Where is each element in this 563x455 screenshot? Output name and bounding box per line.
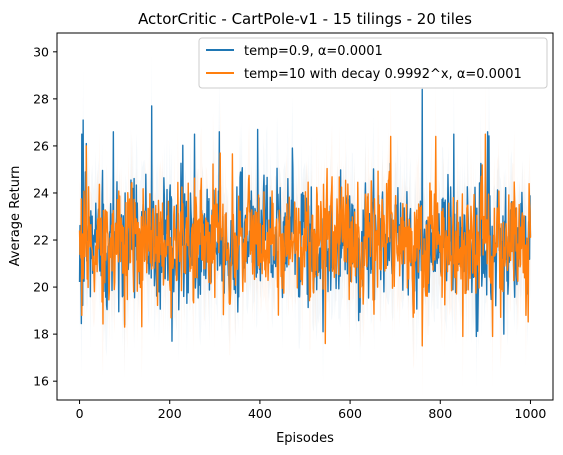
legend: temp=0.9, α=0.0001 temp=10 with decay 0.… xyxy=(198,37,548,89)
chart-title: ActorCritic - CartPole-v1 - 15 tilings -… xyxy=(138,10,472,28)
x-tick-label: 0 xyxy=(76,406,84,421)
x-tick-label: 800 xyxy=(428,406,452,421)
legend-label-series-1: temp=10 with decay 0.9992^x, α=0.0001 xyxy=(244,67,522,82)
y-tick-label: 22 xyxy=(33,233,49,248)
y-tick-label: 24 xyxy=(33,185,49,200)
legend-box xyxy=(198,37,548,89)
x-tick-label: 1000 xyxy=(515,406,547,421)
plot-frame xyxy=(56,32,554,401)
x-axis-label: Episodes xyxy=(276,431,334,446)
x-tick-label: 200 xyxy=(158,406,182,421)
x-tick-label: 400 xyxy=(248,406,272,421)
x-tick-label: 600 xyxy=(338,406,362,421)
x-axis: 0 200 400 600 800 1000 xyxy=(76,400,547,421)
y-axis: 16 18 20 22 24 26 28 30 xyxy=(33,44,57,389)
y-axis-label: Average Return xyxy=(8,166,23,267)
y-tick-label: 16 xyxy=(33,374,49,389)
y-tick-label: 30 xyxy=(33,44,49,59)
series-lines xyxy=(78,88,532,347)
y-tick-label: 28 xyxy=(33,91,49,106)
y-tick-label: 26 xyxy=(33,138,49,153)
y-tick-label: 18 xyxy=(33,327,49,342)
series-1-line xyxy=(78,133,532,347)
y-tick-label: 20 xyxy=(33,280,49,295)
legend-label-series-0: temp=0.9, α=0.0001 xyxy=(244,44,383,59)
